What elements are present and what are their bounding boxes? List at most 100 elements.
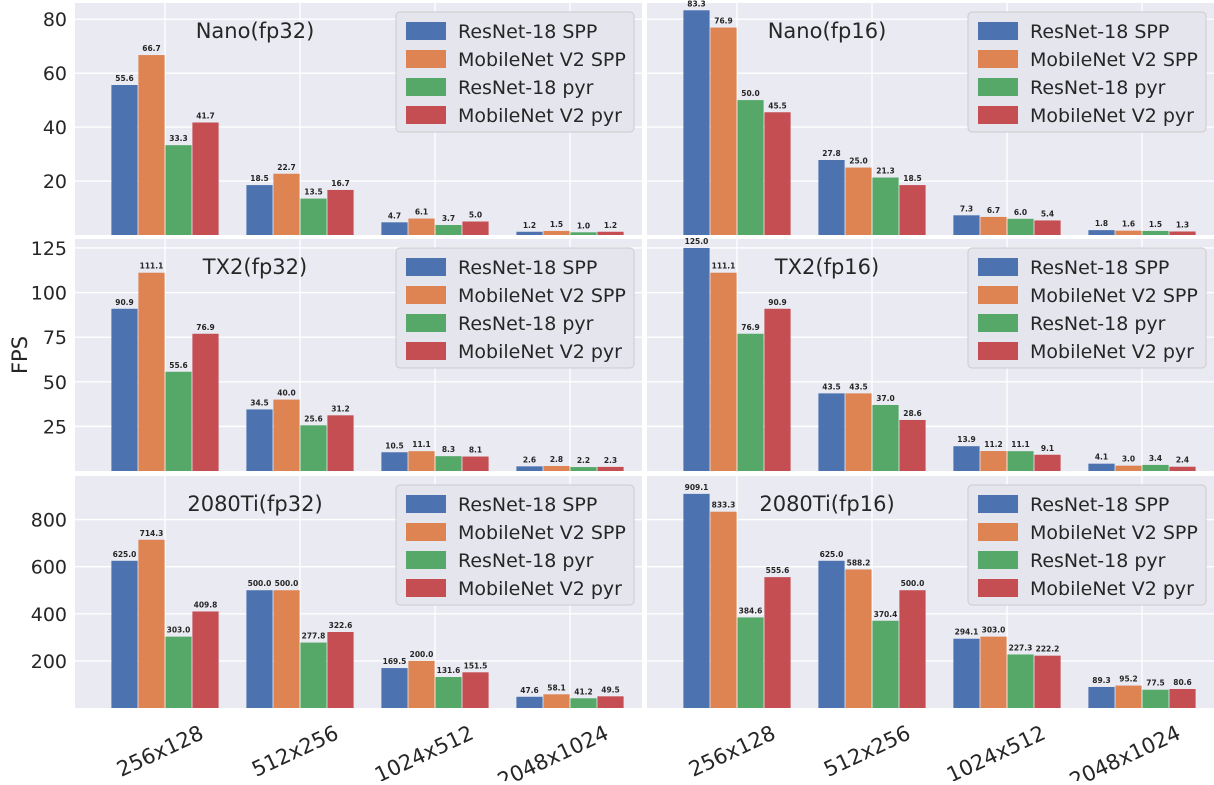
bar-value-label: 11.1: [1011, 440, 1030, 449]
y-tick-label: 125: [31, 238, 67, 260]
bar-value-label: 2.4: [1176, 456, 1189, 465]
bar-value-label: 131.6: [437, 666, 461, 675]
bar-value-label: 1.3: [1176, 220, 1189, 229]
y-tick-label: 25: [43, 416, 67, 438]
y-tick-label: 80: [43, 9, 67, 31]
bar: [273, 590, 300, 708]
bar-value-label: 833.3: [712, 501, 736, 510]
bar: [246, 185, 273, 235]
legend-swatch: [978, 50, 1018, 68]
bar: [683, 247, 710, 471]
bar-value-label: 3.0: [1122, 455, 1135, 464]
bar-value-label: 222.2: [1036, 645, 1060, 654]
bar-value-label: 1.5: [1149, 220, 1162, 229]
bar-value-label: 5.4: [1041, 209, 1054, 218]
bar: [300, 198, 327, 235]
panel-2080ti-fp32: 200 400 600 800 625.0 500.0 169.5 47.6 714.3 500.…: [31, 476, 642, 785]
bar-value-label: 76.9: [196, 323, 215, 332]
bar-value-label: 2.3: [604, 456, 617, 465]
legend: [967, 11, 1207, 133]
legend-label: ResNet-18 pyr: [458, 77, 594, 99]
x-tick-label: 1024x512: [371, 721, 477, 781]
y-tick-label: 100: [31, 283, 67, 305]
bar: [435, 456, 462, 471]
bar: [165, 145, 192, 235]
legend-swatch: [406, 286, 446, 304]
legend-swatch: [406, 579, 446, 597]
y-tick-label: 20: [43, 171, 67, 193]
bar-value-label: 18.5: [903, 174, 922, 183]
bar: [138, 539, 165, 708]
bar: [818, 560, 845, 708]
legend-label: MobileNet V2 SPP: [1030, 49, 1198, 71]
y-axis-label: FPS: [8, 336, 32, 374]
legend-swatch: [978, 314, 1018, 332]
y-tick-label: 50: [43, 372, 67, 394]
bar-value-label: 10.5: [385, 441, 404, 450]
bar-value-label: 151.5: [464, 661, 488, 670]
bar: [570, 232, 597, 235]
y-tick-label: 400: [31, 604, 67, 626]
y-tick-label: 600: [31, 557, 67, 579]
legend-swatch: [978, 495, 1018, 513]
legend-swatch: [406, 523, 446, 541]
bar-value-label: 11.1: [412, 440, 431, 449]
bar-value-label: 6.1: [415, 208, 428, 217]
bar: [300, 425, 327, 471]
legend: [395, 247, 635, 369]
legend-label: MobileNet V2 SPP: [458, 285, 626, 307]
legend-label: MobileNet V2 pyr: [458, 105, 622, 127]
bar-value-label: 294.1: [955, 628, 979, 637]
bar: [953, 638, 980, 708]
bar: [597, 696, 624, 708]
bar-value-label: 25.6: [304, 414, 323, 423]
bar: [710, 27, 737, 235]
bar: [1034, 454, 1061, 471]
bar-value-label: 625.0: [820, 550, 844, 559]
legend-label: ResNet-18 pyr: [458, 313, 594, 335]
bar: [462, 456, 489, 471]
bar-value-label: 41.7: [196, 112, 215, 121]
legend-swatch: [978, 22, 1018, 40]
bar: [543, 694, 570, 708]
legend-label: MobileNet V2 SPP: [458, 49, 626, 71]
bar: [710, 511, 737, 708]
bar: [381, 452, 408, 471]
bar: [737, 333, 764, 471]
bar: [1034, 220, 1061, 235]
x-tick-label: 1024x512: [943, 721, 1049, 781]
legend-swatch: [978, 106, 1018, 124]
bar: [408, 218, 435, 235]
bar: [327, 415, 354, 471]
bar: [300, 642, 327, 708]
bar-value-label: 2.2: [577, 456, 590, 465]
bar: [737, 100, 764, 236]
bar-value-label: 6.0: [1014, 208, 1027, 217]
bar: [138, 272, 165, 471]
legend-label: ResNet-18 SPP: [1030, 494, 1169, 516]
bar: [246, 409, 273, 471]
legend-label: ResNet-18 SPP: [458, 494, 597, 516]
bar-value-label: 33.3: [169, 134, 188, 143]
bar-value-label: 169.5: [383, 657, 407, 666]
bar: [872, 620, 899, 708]
legend-label: MobileNet V2 pyr: [1030, 105, 1194, 127]
legend-label: MobileNet V2 SPP: [458, 522, 626, 544]
panel-2080ti-fp16: 909.1 625.0 294.1 89.3 833.3 588.2 303.0 95.2 38…: [647, 476, 1214, 785]
bar-value-label: 47.6: [520, 686, 539, 695]
bar-value-label: 37.0: [876, 394, 895, 403]
panel-title: 2080Ti(fp32): [187, 492, 322, 516]
bar-value-label: 89.3: [1092, 676, 1111, 685]
bar: [845, 393, 872, 471]
bar-value-label: 625.0: [113, 550, 137, 559]
bar-value-label: 909.1: [685, 483, 709, 492]
legend-swatch: [406, 551, 446, 569]
bar: [710, 272, 737, 471]
bar-value-label: 384.6: [739, 606, 763, 615]
bar: [408, 451, 435, 471]
bar-value-label: 83.3: [687, 0, 706, 8]
legend-label: MobileNet V2 pyr: [458, 578, 622, 600]
bar: [516, 231, 543, 235]
bar-value-label: 1.6: [1122, 220, 1135, 229]
bar-value-label: 34.5: [250, 398, 269, 407]
